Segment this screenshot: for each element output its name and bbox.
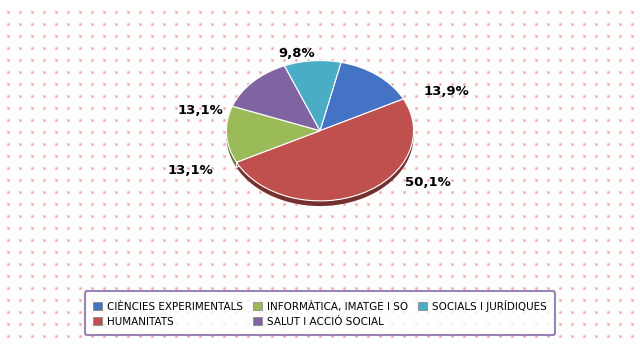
Polygon shape: [236, 131, 413, 206]
Wedge shape: [227, 106, 320, 162]
Text: 13,1%: 13,1%: [177, 104, 223, 117]
Text: 13,1%: 13,1%: [168, 163, 214, 176]
Wedge shape: [232, 66, 320, 131]
Text: 13,9%: 13,9%: [424, 85, 469, 98]
Legend: CIÈNCIES EXPERIMENTALS, HUMANITATS, INFORMÀTICA, IMATGE I SO, SALUT I ACCIÓ SOCI: CIÈNCIES EXPERIMENTALS, HUMANITATS, INFO…: [85, 291, 555, 335]
Text: 9,8%: 9,8%: [278, 47, 315, 61]
Text: 50,1%: 50,1%: [404, 176, 451, 189]
Wedge shape: [320, 62, 403, 131]
Polygon shape: [227, 131, 236, 168]
Wedge shape: [284, 61, 341, 131]
Wedge shape: [236, 99, 413, 201]
